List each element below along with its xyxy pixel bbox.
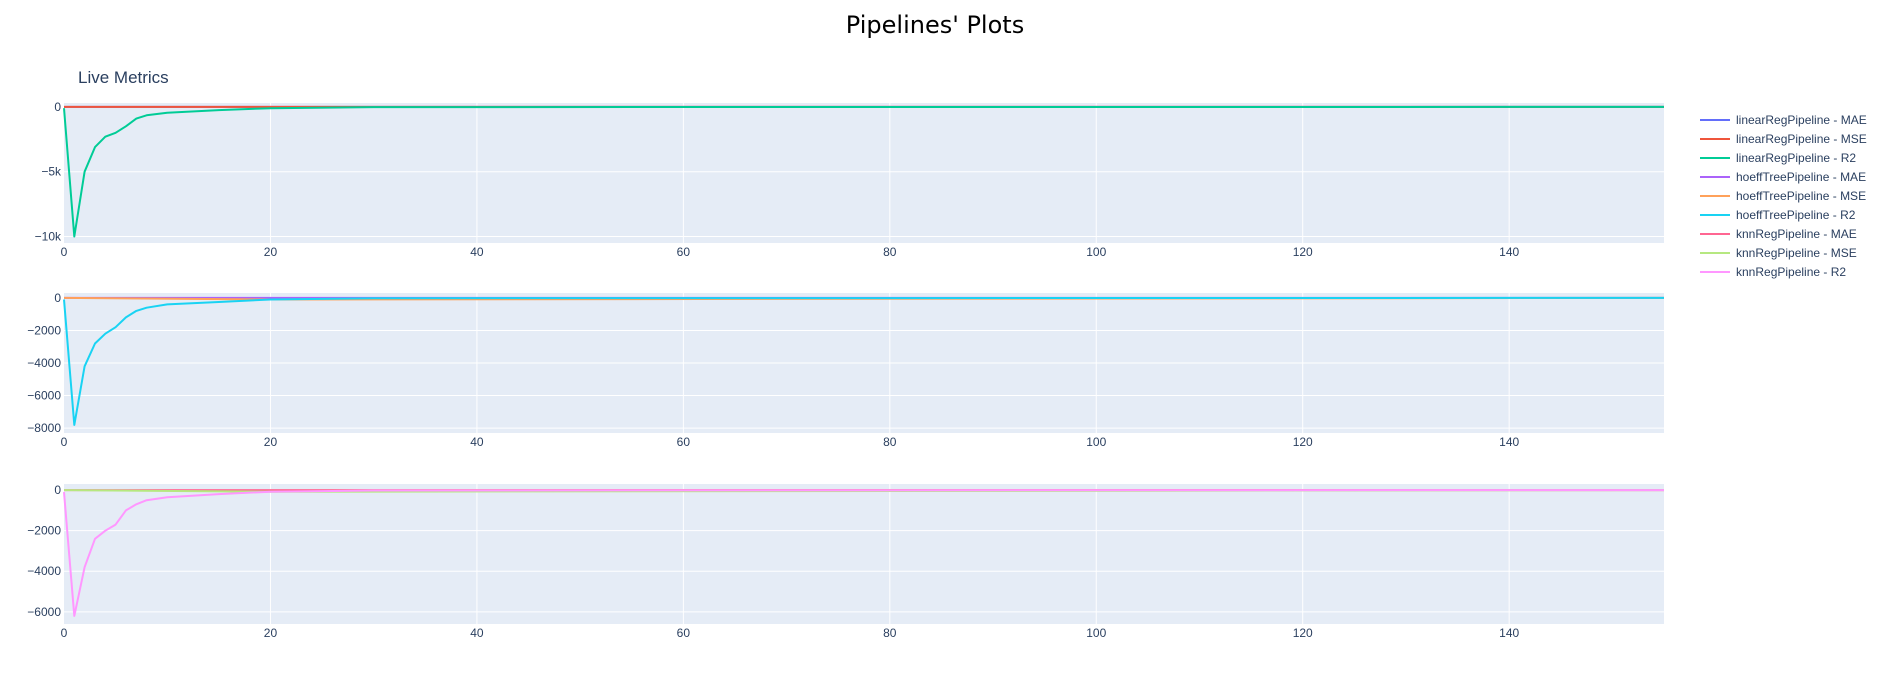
x-tick-label: 80 [883,245,897,259]
legend-label: knnRegPipeline - R2 [1736,264,1847,279]
x-tick-label: 0 [61,245,68,259]
legend-item[interactable]: linearRegPipeline - MSE [1700,129,1867,148]
plot-area [64,484,1664,624]
y-tick-label: −2000 [27,323,61,337]
series-line [63,105,1665,238]
x-tick-label: 20 [264,245,278,259]
legend-item[interactable]: knnRegPipeline - R2 [1700,262,1867,281]
x-tick-label: 60 [677,435,691,449]
legend-item[interactable]: hoeffTreePipeline - MAE [1700,167,1867,186]
legend-item[interactable]: linearRegPipeline - MAE [1700,110,1867,129]
y-tick-label: −6000 [27,605,61,619]
legend-swatch [1700,270,1730,273]
x-tick-label: 120 [1293,435,1313,449]
section-title: Live Metrics [78,68,169,87]
legend-item[interactable]: knnRegPipeline - MSE [1700,243,1867,262]
legend-label: hoeffTreePipeline - MAE [1736,169,1867,184]
legend-swatch [1700,137,1730,140]
plot-area [64,103,1664,243]
x-tick-label: 80 [883,435,897,449]
y-tick-label: −10k [35,230,62,244]
y-tick-label: −4000 [27,564,61,578]
y-tick-label: 0 [54,291,61,305]
legend-item[interactable]: hoeffTreePipeline - MSE [1700,186,1867,205]
y-tick-label: −5k [41,165,62,179]
x-tick-label: 120 [1293,245,1313,259]
legend-swatch [1700,118,1730,121]
x-tick-label: 100 [1086,435,1106,449]
page-title: Pipelines' Plots [845,11,1025,39]
x-tick-label: 100 [1086,626,1106,640]
x-tick-label: 0 [61,435,68,449]
legend-swatch [1700,175,1730,178]
y-tick-label: −4000 [27,356,61,370]
y-tick-label: 0 [54,100,61,114]
legend-label: hoeffTreePipeline - MSE [1736,188,1867,203]
legend-label: hoeffTreePipeline - R2 [1736,207,1856,222]
x-tick-label: 140 [1499,626,1519,640]
y-tick-label: 0 [54,483,61,497]
legend-label: linearRegPipeline - R2 [1736,150,1857,165]
legend-label: knnRegPipeline - MAE [1736,226,1857,241]
legend-swatch [1700,251,1730,254]
x-tick-label: 140 [1499,245,1519,259]
x-tick-label: 0 [61,626,68,640]
legend: linearRegPipeline - MAE linearRegPipeline… [1700,110,1867,281]
series-line [63,296,1665,426]
y-tick-label: −8000 [27,421,61,435]
legend-item[interactable]: linearRegPipeline - R2 [1700,148,1867,167]
legend-item[interactable]: hoeffTreePipeline - R2 [1700,205,1867,224]
x-tick-label: 120 [1293,626,1313,640]
legend-swatch [1700,232,1730,235]
legend-swatch [1700,213,1730,216]
y-tick-label: −2000 [27,524,61,538]
x-tick-label: 40 [470,626,484,640]
x-tick-label: 140 [1499,435,1519,449]
y-tick-label: −6000 [27,389,61,403]
x-tick-label: 80 [883,626,897,640]
x-tick-label: 40 [470,245,484,259]
x-tick-label: 100 [1086,245,1106,259]
legend-swatch [1700,194,1730,197]
x-tick-label: 60 [677,245,691,259]
legend-label: linearRegPipeline - MSE [1736,131,1867,146]
x-tick-label: 60 [677,626,691,640]
legend-label: knnRegPipeline - MSE [1736,245,1857,260]
series-line [63,489,1665,617]
legend-label: linearRegPipeline - MAE [1736,112,1867,127]
x-tick-label: 40 [470,435,484,449]
legend-item[interactable]: knnRegPipeline - MAE [1700,224,1867,243]
legend-swatch [1700,156,1730,159]
x-tick-label: 20 [264,435,278,449]
x-tick-label: 20 [264,626,278,640]
